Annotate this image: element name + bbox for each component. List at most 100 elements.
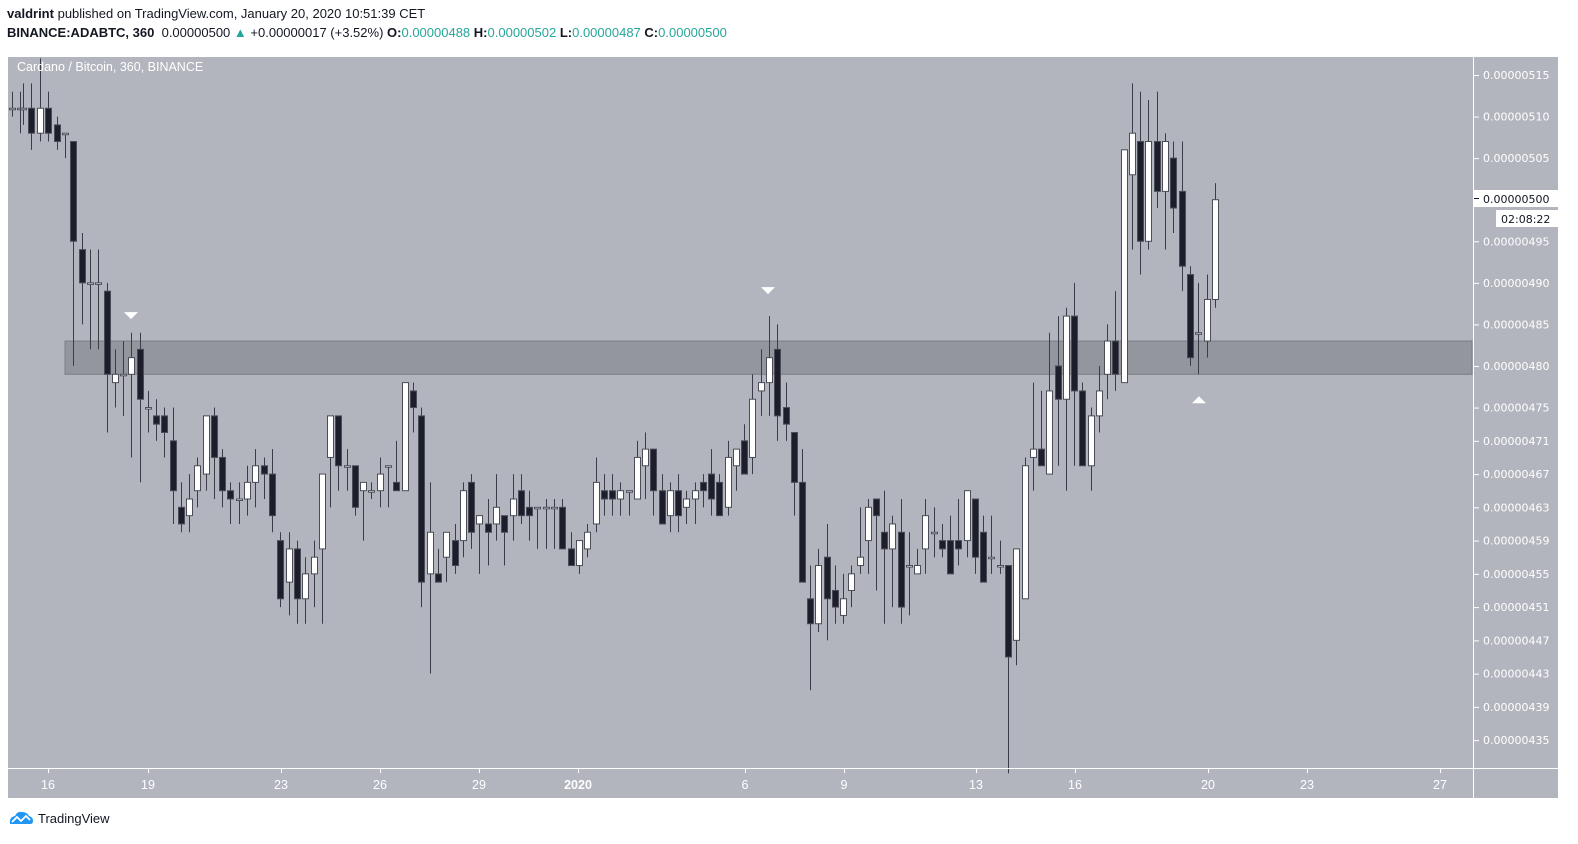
- bear-candle: [675, 474, 682, 533]
- bear-candle: [972, 498, 979, 574]
- bull-candle: [87, 249, 94, 350]
- bull-candle: [692, 482, 699, 524]
- down-arrow-icon: [761, 287, 775, 295]
- bear-candle: [1079, 382, 1086, 467]
- bull-candle: [931, 507, 938, 558]
- bull-candle: [1204, 274, 1211, 358]
- bull-candle: [576, 540, 583, 574]
- bear-candle: [261, 457, 268, 500]
- bear-candle: [161, 407, 168, 458]
- time-tick-label: 26: [373, 778, 387, 792]
- bear-candle: [980, 515, 987, 583]
- bull-candle: [311, 540, 318, 608]
- published-text: published on TradingView.com, January 20…: [57, 6, 426, 21]
- high-key: H:: [473, 25, 488, 40]
- bull-candle: [534, 506, 541, 549]
- bull-candle: [443, 531, 450, 583]
- time-tick-label: 6: [742, 778, 749, 792]
- bear-candle: [468, 474, 475, 549]
- bull-candle: [642, 432, 649, 500]
- price-tick-label: 0.00000505: [1483, 152, 1549, 165]
- bull-candle: [617, 482, 624, 516]
- bull-candle: [1063, 307, 1070, 491]
- bull-candle: [964, 490, 971, 558]
- close-key: C:: [644, 25, 659, 40]
- bull-candle: [1022, 457, 1029, 600]
- bull-candle: [186, 474, 193, 533]
- time-tick-label: 16: [1068, 778, 1082, 792]
- bull-candle: [667, 482, 674, 533]
- bear-candle: [1170, 141, 1177, 233]
- bear-candle: [1112, 291, 1119, 391]
- chart-background: [8, 57, 1558, 798]
- time-axis[interactable]: 16 19 23 26 29 2020 6 9 13 16 20 23 27: [41, 769, 1447, 792]
- price-tick-label: 0.00000439: [1483, 701, 1549, 714]
- brand-footer[interactable]: TradingView: [8, 810, 110, 826]
- change-up-arrow-icon: ▲: [233, 25, 247, 40]
- bull-candle: [1121, 149, 1128, 384]
- current-price-tag: 0.00000500: [1474, 190, 1558, 207]
- bear-candle: [485, 499, 492, 566]
- bull-candle: [815, 548, 822, 633]
- price-axis[interactable]: 0.00000515 0.00000510 0.00000505 0.00000495…: [1474, 69, 1549, 747]
- time-tick-label: 19: [141, 778, 155, 792]
- bull-candle: [252, 449, 259, 508]
- bear-candle: [791, 432, 798, 516]
- price-chart[interactable]: 0.00000515 0.00000510 0.00000505 0.00000495…: [0, 52, 1578, 798]
- bear-candle: [650, 448, 657, 516]
- bar-countdown: 02:08:22: [1496, 210, 1558, 227]
- bear-candle: [170, 407, 177, 524]
- bull-candle: [493, 474, 500, 541]
- signal-markers: [124, 287, 1206, 404]
- bull-candle: [758, 349, 765, 416]
- bull-candle: [626, 490, 633, 516]
- bull-candle: [427, 482, 434, 674]
- bull-candle: [402, 382, 409, 492]
- bull-candle: [584, 523, 591, 558]
- bull-candle: [683, 490, 690, 524]
- bull-candle: [120, 341, 127, 416]
- bear-candle: [1005, 565, 1012, 774]
- bull-candle: [865, 499, 872, 574]
- bear-candle: [526, 490, 533, 541]
- low-key: L:: [559, 25, 573, 40]
- bull-candle: [194, 457, 201, 508]
- bear-candle: [708, 449, 715, 516]
- time-tick-label: 23: [1300, 778, 1314, 792]
- bear-candle: [939, 523, 946, 558]
- bull-candle: [749, 374, 756, 475]
- bear-candle: [294, 540, 301, 624]
- price-tick-label: 0.00000467: [1483, 468, 1549, 481]
- down-arrow-icon: [124, 312, 138, 320]
- close-value: 0.00000500: [658, 25, 727, 40]
- bear-candle: [881, 490, 888, 624]
- bear-candle: [518, 474, 525, 524]
- bull-candle: [543, 499, 550, 549]
- current-price-label: 0.00000500: [1483, 193, 1549, 206]
- bear-candle: [783, 382, 790, 441]
- publish-info: valdrint published on TradingView.com, J…: [7, 6, 425, 21]
- bull-candle: [377, 457, 384, 508]
- price-tick-label: 0.00000471: [1483, 435, 1549, 448]
- price-tick-label: 0.00000455: [1483, 568, 1549, 581]
- bull-candle: [20, 83, 27, 125]
- bull-candle: [733, 448, 740, 491]
- author-name[interactable]: valdrint: [7, 6, 54, 21]
- price-tick-label: 0.00000447: [1483, 634, 1549, 647]
- time-tick-label: 2020: [564, 778, 592, 792]
- bull-candle: [145, 390, 152, 433]
- bear-candle: [799, 449, 806, 583]
- bear-candle: [568, 532, 575, 567]
- bull-candle: [766, 316, 773, 416]
- bull-candle: [857, 507, 864, 574]
- bear-candle: [807, 565, 814, 691]
- bull-candle: [988, 515, 995, 574]
- bull-candle: [1013, 548, 1020, 666]
- time-tick-label: 27: [1433, 778, 1447, 792]
- bull-candle: [1104, 324, 1111, 400]
- bear-candle: [137, 332, 144, 483]
- bear-candle: [277, 532, 284, 608]
- symbol-info-bar: BINANCE:ADABTC, 360 0.00000500 ▲ +0.0000…: [7, 25, 727, 40]
- up-arrow-icon: [1192, 396, 1206, 404]
- tradingview-logo-icon: [9, 811, 33, 824]
